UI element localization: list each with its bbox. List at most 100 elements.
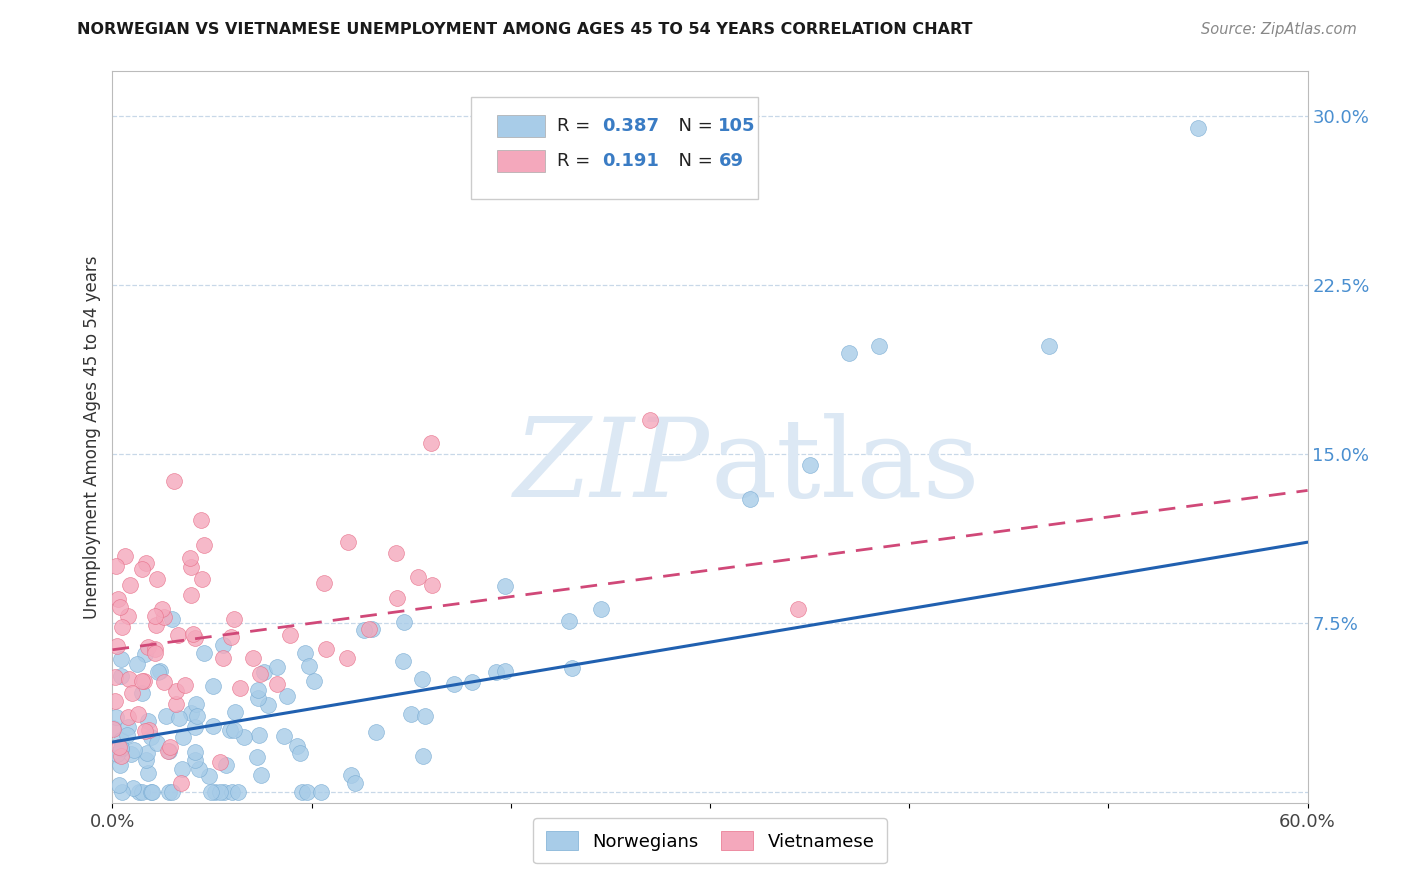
Point [117, 710, 139, 724]
Point [494, 665, 516, 679]
Point [141, 784, 163, 798]
Point [105, 639, 128, 653]
Point [336, 650, 359, 665]
Point [143, 642, 166, 657]
Point [170, 776, 193, 790]
Point [127, 707, 149, 722]
Point [202, 719, 225, 733]
Text: 0.191: 0.191 [603, 153, 659, 170]
Point [107, 592, 129, 607]
Point [312, 576, 335, 591]
Point [105, 747, 128, 762]
Point [179, 550, 201, 565]
Point [278, 628, 301, 642]
Point [149, 665, 172, 679]
Point [246, 683, 269, 698]
Point [110, 748, 132, 763]
Point [121, 686, 143, 700]
Point [148, 665, 170, 680]
Point [108, 758, 131, 772]
Point [157, 784, 180, 798]
Point [183, 631, 205, 645]
Point [174, 678, 197, 692]
Point [208, 756, 231, 770]
Point [103, 694, 125, 708]
Point [415, 709, 437, 723]
Point [128, 784, 150, 798]
Point [224, 723, 246, 737]
Point [384, 546, 406, 560]
Text: Source: ZipAtlas.com: Source: ZipAtlas.com [1201, 22, 1357, 37]
Point [200, 784, 222, 798]
Text: atlas: atlas [710, 413, 980, 520]
Point [180, 706, 202, 721]
Point [193, 646, 215, 660]
Point [494, 579, 516, 593]
Point [204, 784, 226, 798]
Point [186, 697, 208, 711]
Point [197, 769, 219, 783]
Text: 0.387: 0.387 [603, 117, 659, 136]
Y-axis label: Unemployment Among Ages 45 to 54 years: Unemployment Among Ages 45 to 54 years [83, 255, 101, 619]
Point [218, 723, 240, 738]
Point [110, 742, 132, 756]
Point [180, 589, 202, 603]
Point [294, 646, 316, 660]
Point [138, 723, 160, 738]
Point [132, 673, 155, 688]
Point [214, 784, 236, 798]
Point [110, 733, 132, 747]
Point [257, 698, 280, 712]
Point [139, 784, 162, 798]
Point [167, 711, 190, 725]
Point [114, 549, 136, 563]
Point [295, 784, 318, 798]
Point [183, 753, 205, 767]
Point [111, 784, 134, 798]
Point [337, 534, 360, 549]
Point [131, 562, 153, 576]
Point [134, 723, 156, 738]
Point [110, 669, 132, 683]
Point [247, 728, 270, 742]
Point [117, 609, 139, 624]
Point [135, 556, 157, 570]
Point [1038, 339, 1060, 353]
Point [190, 512, 212, 526]
Point [160, 784, 183, 798]
Point [143, 646, 166, 660]
Point [136, 714, 159, 729]
Point [212, 651, 235, 665]
Point [353, 623, 375, 637]
Point [738, 491, 761, 506]
Point [799, 458, 821, 473]
Point [193, 539, 215, 553]
Point [139, 730, 162, 744]
Point [344, 775, 367, 789]
Text: ZIP: ZIP [515, 413, 710, 520]
Point [250, 768, 273, 782]
Point [787, 602, 810, 616]
Point [146, 572, 169, 586]
Point [162, 474, 184, 488]
Point [340, 768, 363, 782]
Point [224, 706, 246, 720]
Point [108, 739, 131, 754]
Point [221, 784, 243, 798]
Point [288, 747, 311, 761]
Point [640, 413, 662, 427]
Point [392, 654, 415, 668]
Point [110, 651, 132, 665]
Point [159, 739, 181, 754]
Point [273, 729, 295, 743]
Point [253, 665, 276, 680]
Point [302, 674, 325, 689]
Point [143, 609, 166, 624]
Point [406, 570, 429, 584]
Point [131, 686, 153, 700]
Point [297, 659, 319, 673]
Text: N =: N = [666, 153, 718, 170]
Point [411, 672, 433, 686]
Point [101, 721, 124, 735]
Point [134, 647, 156, 661]
